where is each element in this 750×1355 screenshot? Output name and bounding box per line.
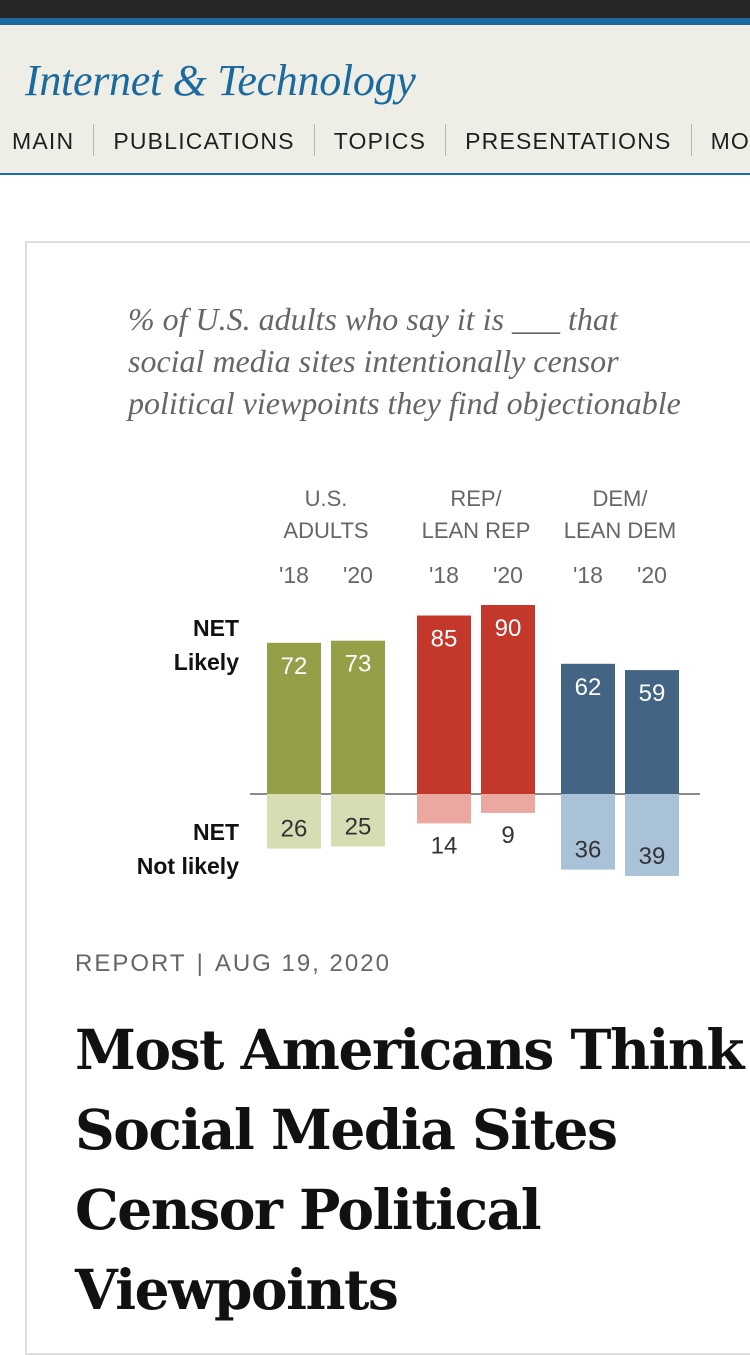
year-label: '20	[343, 562, 373, 588]
bar-not-likely-value: 39	[639, 843, 666, 870]
article-meta: REPORT | AUG 19, 2020	[75, 950, 391, 978]
bar-chart: NET Likely NET Not likely U.S. ADULTS '18 72 26 '…	[137, 486, 700, 879]
group-label-line2: LEAN REP	[422, 518, 531, 543]
main-nav: MAIN PUBLICATIONS TOPICS PRESENTATIONS M…	[0, 122, 750, 158]
nav-presentations[interactable]: PRESENTATIONS	[445, 124, 690, 156]
bar-not-likely-value: 9	[501, 822, 514, 849]
top-accent-stripe	[0, 18, 750, 25]
nav-main[interactable]: MAIN	[12, 128, 75, 154]
section-title[interactable]: Internet & Technology	[25, 56, 416, 105]
bar-likely-value: 73	[345, 651, 372, 678]
row-label-likely-line1: NET	[193, 615, 239, 641]
article-date: AUG 19, 2020	[214, 950, 391, 977]
group-label-line1: REP/	[450, 486, 502, 511]
bar-not-likely	[561, 794, 615, 870]
article-type: REPORT	[75, 950, 187, 977]
bar-not-likely-value: 36	[575, 837, 602, 864]
group-label-line2: LEAN DEM	[564, 518, 676, 543]
year-label: '20	[637, 562, 667, 588]
bar-not-likely	[481, 794, 535, 813]
year-label: '18	[429, 562, 459, 588]
nav-more[interactable]: MOR	[690, 124, 750, 156]
bar-likely	[481, 605, 535, 794]
bar-not-likely	[417, 794, 471, 824]
bar-not-likely-value: 14	[431, 832, 458, 859]
meta-separator: |	[196, 950, 205, 977]
bar-likely	[625, 670, 679, 794]
chart-subtitle: % of U.S. adults who say it is ___ that …	[128, 301, 681, 421]
bar-likely	[267, 642, 321, 794]
nav-publications[interactable]: PUBLICATIONS	[93, 124, 313, 156]
bar-likely-value: 62	[575, 674, 602, 701]
bar-likely	[561, 663, 615, 794]
bar-likely-value: 90	[495, 615, 522, 642]
bar-not-likely-value: 26	[281, 816, 308, 843]
bar-likely-value: 85	[431, 626, 458, 653]
site-header: Internet & Technology MAIN PUBLICATIONS …	[0, 25, 750, 175]
bar-not-likely-value: 25	[345, 814, 372, 841]
group-label-line1: DEM/	[593, 486, 649, 511]
nav-topics[interactable]: TOPICS	[313, 124, 445, 156]
article-headline[interactable]: Most Americans Think Social Media Sites …	[75, 1017, 744, 1322]
year-label: '20	[493, 562, 523, 588]
bar-likely-value: 59	[639, 680, 666, 707]
bar-likely	[331, 640, 385, 794]
year-label: '18	[573, 562, 603, 588]
group-label-line1: U.S.	[305, 486, 348, 511]
browser-top-bar	[0, 0, 750, 18]
row-label-not-likely-line2: Not likely	[137, 853, 239, 879]
bar-likely	[417, 615, 471, 794]
bar-not-likely	[267, 794, 321, 849]
row-label-not-likely-line1: NET	[193, 819, 239, 845]
group-label-line2: ADULTS	[283, 518, 368, 543]
row-label-likely-line2: Likely	[174, 649, 239, 675]
bar-likely-value: 72	[281, 653, 308, 680]
bar-not-likely	[331, 794, 385, 847]
bar-not-likely	[625, 794, 679, 876]
year-label: '18	[279, 562, 309, 588]
